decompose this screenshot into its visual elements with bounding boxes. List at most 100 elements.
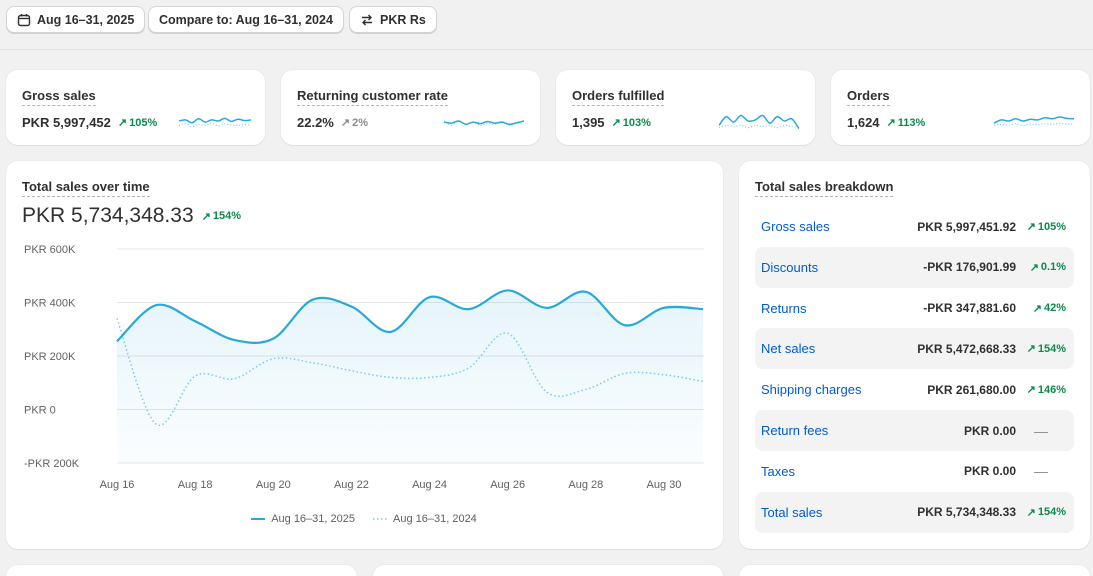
kpi-sparkline bbox=[444, 119, 524, 127]
date-range-button[interactable]: Aug 16–31, 2025 bbox=[6, 6, 146, 33]
kpi-value-row: 1,395 ↗ 103% bbox=[572, 115, 651, 130]
x-tick-label: Aug 26 bbox=[490, 479, 525, 491]
x-tick-label: Aug 24 bbox=[412, 479, 447, 491]
x-tick-label: Aug 28 bbox=[568, 479, 603, 491]
breakdown-row-value: PKR 5,734,348.33 bbox=[917, 505, 1016, 520]
kpi-delta: ↗ 113% bbox=[886, 116, 926, 130]
breakdown-row-delta-value: 154% bbox=[1037, 342, 1066, 355]
legend-item-current[interactable]: Aug 16–31, 2025 bbox=[251, 513, 355, 525]
kpi-title[interactable]: Gross sales bbox=[22, 88, 96, 106]
exchange-icon bbox=[360, 13, 374, 27]
sparkline-current bbox=[179, 117, 251, 124]
date-range-label: Aug 16–31, 2025 bbox=[37, 12, 135, 27]
kpi-card-orders-fulfilled[interactable]: Orders fulfilled 1,395 ↗ 103% bbox=[556, 70, 815, 145]
bottom-card bbox=[6, 565, 357, 576]
breakdown-row-value: PKR 0.00 bbox=[963, 464, 1016, 479]
breakdown-row-label[interactable]: Discounts bbox=[761, 259, 819, 275]
arrow-up-right-icon: ↗ bbox=[201, 210, 211, 223]
breakdown-row-value: PKR 0.00 bbox=[963, 423, 1016, 438]
arrow-up-right-icon: ↗ bbox=[1032, 302, 1042, 315]
series-area-current bbox=[117, 290, 703, 463]
total-sales-value: PKR 5,734,348.33 bbox=[22, 204, 194, 227]
breakdown-row[interactable]: Gross sales PKR 5,997,451.92 ↗ 105% bbox=[755, 206, 1074, 247]
breakdown-row-delta-value: 0.1% bbox=[1040, 261, 1066, 274]
breakdown-row[interactable]: Shipping charges PKR 261,680.00 ↗ 146% bbox=[755, 369, 1074, 410]
breakdown-row-label[interactable]: Gross sales bbox=[761, 219, 830, 234]
y-tick-label: -PKR 200K bbox=[24, 458, 80, 470]
sparkline-previous bbox=[179, 122, 251, 128]
kpi-delta-value: 103% bbox=[622, 116, 651, 129]
compare-button[interactable]: Compare to: Aug 16–31, 2024 bbox=[148, 6, 344, 33]
breakdown-row-delta-value: 42% bbox=[1043, 302, 1066, 315]
breakdown-row-label[interactable]: Returns bbox=[761, 300, 807, 316]
breakdown-title[interactable]: Total sales breakdown bbox=[755, 179, 894, 197]
breakdown-row-delta: — bbox=[1016, 463, 1066, 479]
x-tick-label: Aug 30 bbox=[646, 479, 681, 491]
kpi-card-gross-sales[interactable]: Gross sales PKR 5,997,452 ↗ 105% bbox=[6, 70, 265, 145]
kpi-value: 1,395 bbox=[572, 115, 605, 130]
x-tick-label: Aug 18 bbox=[178, 479, 213, 491]
breakdown-row-delta: ↗ 146% bbox=[1016, 383, 1066, 397]
kpi-title[interactable]: Orders fulfilled bbox=[572, 88, 665, 106]
bottom-card bbox=[373, 565, 723, 576]
kpi-card-orders[interactable]: Orders 1,624 ↗ 113% bbox=[831, 70, 1090, 145]
kpi-value-row: PKR 5,997,452 ↗ 105% bbox=[22, 115, 157, 130]
breakdown-row-delta: ↗ 105% bbox=[1016, 220, 1066, 234]
breakdown-row[interactable]: Taxes PKR 0.00 — bbox=[755, 451, 1074, 492]
arrow-up-right-icon: ↗ bbox=[611, 117, 621, 129]
kpi-value: PKR 5,997,452 bbox=[22, 115, 111, 130]
x-tick-label: Aug 22 bbox=[334, 479, 369, 491]
breakdown-row-delta-value: — bbox=[1034, 463, 1048, 480]
report-toolbar: Aug 16–31, 2025 Compare to: Aug 16–31, 2… bbox=[0, 0, 1093, 50]
breakdown-row[interactable]: Net sales PKR 5,472,668.33 ↗ 154% bbox=[755, 328, 1074, 370]
series-line-previous bbox=[116, 318, 704, 427]
breakdown-row[interactable]: Discounts -PKR 176,901.99 ↗ 0.1% bbox=[755, 246, 1074, 288]
breakdown-row-delta: ↗ 154% bbox=[1016, 506, 1066, 519]
legend-label: Aug 16–31, 2025 bbox=[271, 513, 355, 525]
breakdown-row-value: -PKR 176,901.99 bbox=[923, 260, 1016, 275]
chart-title[interactable]: Total sales over time bbox=[22, 179, 150, 197]
arrow-up-right-icon: ↗ bbox=[1026, 506, 1036, 519]
legend-label: Aug 16–31, 2024 bbox=[393, 513, 477, 525]
kpi-title[interactable]: Returning customer rate bbox=[297, 88, 448, 106]
compare-label: Compare to: Aug 16–31, 2024 bbox=[159, 12, 333, 27]
total-sales-delta: ↗ 154% bbox=[202, 210, 241, 223]
calendar-icon bbox=[17, 13, 31, 27]
kpi-value-row: 22.2% ↗ 2% bbox=[297, 115, 368, 130]
kpi-card-returning-customer-rate[interactable]: Returning customer rate 22.2% ↗ 2% bbox=[281, 70, 540, 145]
total-sales-row: PKR 5,734,348.33 ↗ 154% bbox=[22, 204, 241, 228]
total-sales-delta-value: 154% bbox=[212, 210, 241, 222]
legend-item-previous[interactable]: Aug 16–31, 2024 bbox=[373, 513, 477, 525]
breakdown-row-value: PKR 5,997,451.92 bbox=[917, 219, 1016, 234]
breakdown-row-delta: — bbox=[1016, 423, 1066, 439]
breakdown-row-label[interactable]: Return fees bbox=[761, 423, 829, 438]
breakdown-row[interactable]: Returns -PKR 347,881.60 ↗ 42% bbox=[755, 288, 1074, 329]
breakdown-row[interactable]: Return fees PKR 0.00 — bbox=[755, 410, 1074, 451]
y-tick-label: PKR 200K bbox=[24, 351, 76, 363]
x-tick-label: Aug 20 bbox=[256, 479, 291, 491]
kpi-value: 22.2% bbox=[297, 115, 334, 130]
total-sales-breakdown-card: Total sales breakdown Gross sales PKR 5,9… bbox=[739, 161, 1090, 549]
arrow-up-right-icon: ↗ bbox=[886, 117, 896, 129]
breakdown-row[interactable]: Total sales PKR 5,734,348.33 ↗ 154% bbox=[755, 491, 1074, 533]
kpi-delta-value: 105% bbox=[129, 116, 158, 129]
breakdown-row-label[interactable]: Taxes bbox=[761, 463, 795, 479]
kpi-value-row: 1,624 ↗ 113% bbox=[847, 115, 925, 130]
y-tick-label: PKR 600K bbox=[24, 244, 76, 256]
y-tick-label: PKR 0 bbox=[24, 405, 56, 417]
series-line-current bbox=[116, 289, 704, 344]
arrow-up-right-icon: ↗ bbox=[1026, 343, 1036, 356]
sparkline-current bbox=[444, 120, 524, 126]
breakdown-row-delta: ↗ 0.1% bbox=[1016, 261, 1066, 274]
sales-line-chart[interactable]: PKR 600K PKR 400K PKR 200K PKR 0 -PKR 200K Au… bbox=[6, 231, 723, 501]
sparkline-current bbox=[719, 114, 799, 130]
breakdown-row-delta-value: — bbox=[1034, 422, 1048, 439]
breakdown-row-label[interactable]: Shipping charges bbox=[761, 382, 862, 398]
arrow-up-right-icon: ↗ bbox=[1029, 261, 1039, 274]
chart-legend: Aug 16–31, 2025 Aug 16–31, 2024 bbox=[6, 513, 722, 525]
kpi-title[interactable]: Orders bbox=[847, 88, 890, 106]
breakdown-row-label[interactable]: Net sales bbox=[761, 341, 816, 357]
kpi-sparkline bbox=[179, 117, 251, 128]
breakdown-row-label[interactable]: Total sales bbox=[761, 504, 823, 520]
currency-button[interactable]: PKR Rs bbox=[349, 6, 437, 33]
